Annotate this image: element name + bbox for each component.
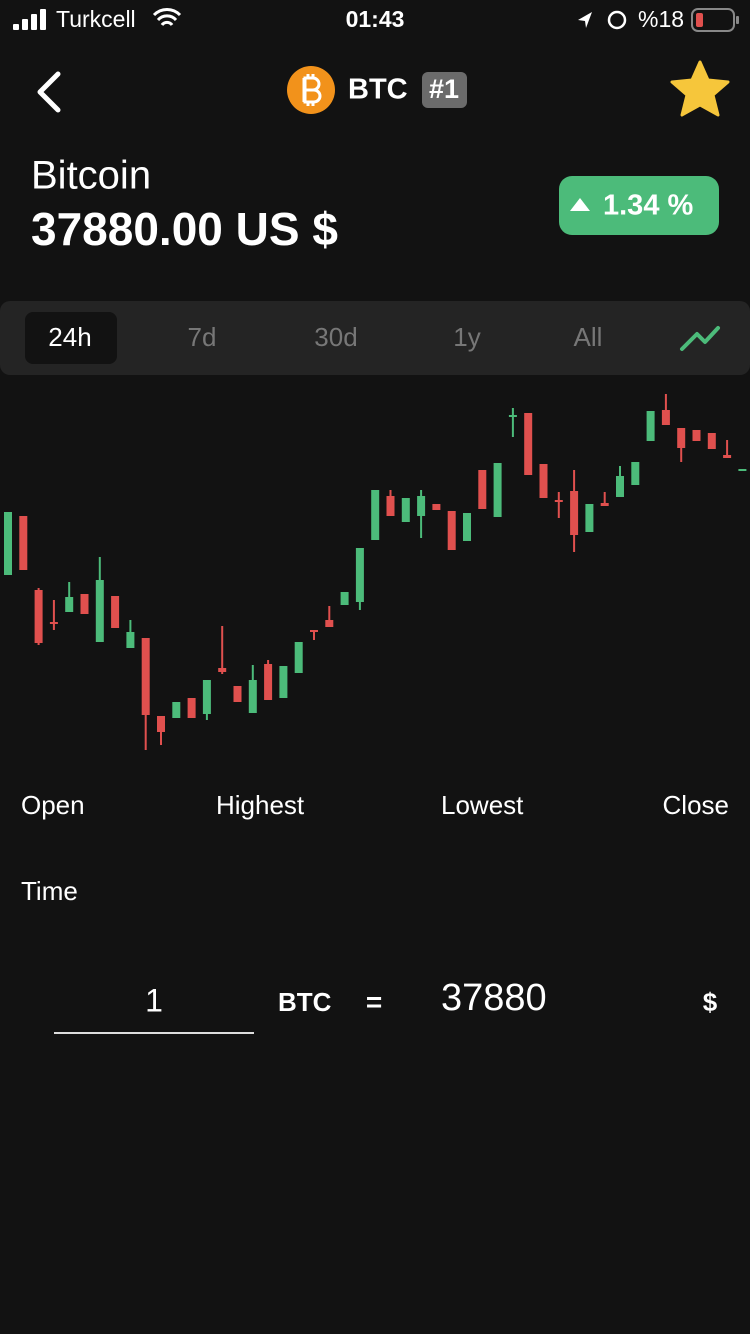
- rank: #1: [429, 74, 459, 104]
- candle-body: [141, 638, 150, 715]
- candle-body: [126, 632, 135, 648]
- candle-body: [264, 664, 273, 700]
- battery-percent: %18: [638, 6, 684, 32]
- line-chart-toggle[interactable]: [680, 326, 720, 351]
- candle-body: [723, 455, 732, 458]
- back-button[interactable]: [37, 71, 61, 113]
- candle-body: [646, 411, 655, 441]
- candle-body: [570, 491, 579, 535]
- candle-body: [325, 620, 334, 627]
- candle-body: [65, 597, 74, 612]
- candle-body: [524, 413, 533, 475]
- wifi-icon: [152, 8, 182, 27]
- tab-selected-bg: [25, 312, 117, 364]
- candle-body: [187, 698, 196, 718]
- candle-body: [661, 410, 670, 425]
- candle-body: [49, 622, 58, 624]
- tab-bar: [0, 301, 750, 375]
- candle-body: [80, 594, 89, 614]
- label: Lowest: [441, 790, 524, 820]
- candle-body: [157, 716, 165, 732]
- candle-body: [355, 548, 364, 602]
- candle-body: [4, 512, 12, 575]
- candle-body: [248, 680, 257, 713]
- candle-body: [95, 580, 104, 642]
- label: Open: [21, 790, 85, 820]
- location-icon: [578, 12, 592, 28]
- candle-body: [508, 415, 517, 417]
- unit: BTC: [278, 987, 332, 1017]
- candle-body: [401, 498, 410, 522]
- coin-symbol: BTC: [348, 74, 408, 106]
- candle-body: [554, 500, 563, 502]
- candle-body: [417, 496, 426, 516]
- candle-body: [371, 490, 380, 540]
- candle-body: [585, 504, 594, 532]
- change: 1.34 %: [603, 190, 693, 222]
- candle-body: [692, 430, 701, 441]
- tab[interactable]: 1y: [453, 322, 480, 352]
- tab[interactable]: All: [574, 322, 603, 352]
- up-arrow: [570, 198, 590, 211]
- candle-body: [294, 642, 303, 673]
- candle-body: [218, 668, 227, 672]
- tab[interactable]: 24h: [48, 322, 91, 352]
- candlestick-chart: [4, 394, 747, 750]
- equals: =: [366, 986, 382, 1017]
- candle-body: [340, 592, 349, 605]
- favorite-star[interactable]: [670, 60, 730, 117]
- coin-price: 37880.00 US $: [31, 203, 338, 255]
- candle-body: [279, 666, 288, 698]
- candle-body: [386, 496, 395, 516]
- candle-body: [600, 503, 609, 506]
- candle-body: [478, 470, 487, 509]
- battery-icon: [691, 8, 739, 32]
- candle-body: [539, 464, 548, 498]
- change-badge: [559, 176, 719, 235]
- amount-input[interactable]: 1: [145, 982, 163, 1018]
- candle-body: [34, 590, 43, 643]
- currency: $: [703, 987, 718, 1017]
- candle-body: [310, 630, 318, 632]
- bitcoin-logo: [287, 66, 335, 114]
- candle-body: [19, 516, 28, 570]
- candle-body: [493, 463, 502, 517]
- candle-body: [707, 433, 716, 449]
- tab[interactable]: 30d: [314, 322, 357, 352]
- candle-body: [432, 504, 441, 510]
- candle-body: [202, 680, 211, 714]
- candle-body: [111, 596, 120, 628]
- coin-name: Bitcoin: [31, 154, 151, 198]
- candle-body: [631, 462, 640, 485]
- candle-body: [463, 513, 471, 541]
- label: Highest: [216, 790, 305, 820]
- rotation-lock-icon: [607, 10, 627, 30]
- candle-body: [233, 686, 242, 702]
- signal-icon: [13, 9, 46, 30]
- candle-body: [738, 469, 747, 471]
- candle-body: [616, 476, 624, 497]
- clock: 01:43: [346, 6, 405, 32]
- rank-badge: [422, 72, 467, 108]
- label: Time: [21, 876, 78, 906]
- candle-body: [447, 511, 456, 550]
- carrier: Turkcell: [56, 6, 136, 32]
- tab[interactable]: 7d: [188, 322, 217, 352]
- candle-body: [677, 428, 686, 448]
- candle-body: [172, 702, 181, 718]
- result: 37880: [441, 977, 547, 1019]
- label: Close: [663, 790, 729, 820]
